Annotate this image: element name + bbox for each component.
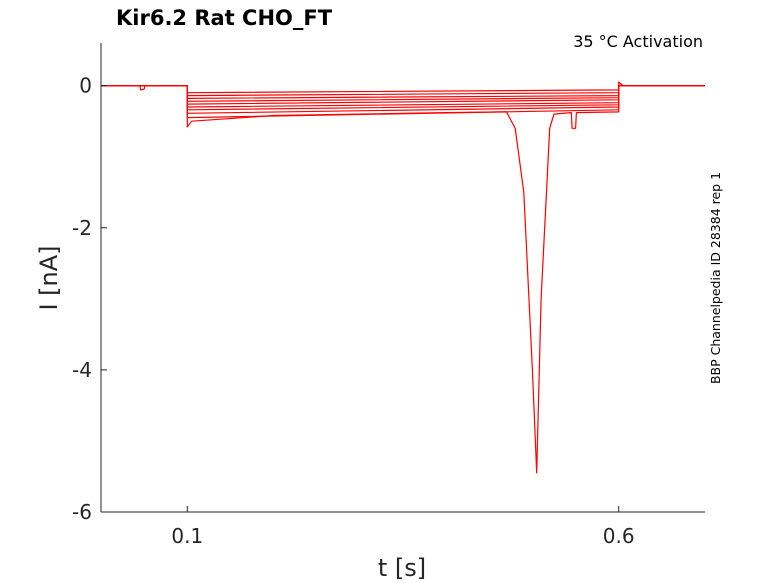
y-tick-label: -4 — [72, 358, 92, 382]
y-tick-label: -2 — [72, 216, 92, 240]
x-tick-label: 0.6 — [603, 524, 635, 548]
trace-3 — [101, 85, 705, 99]
y-tick-label: 0 — [79, 74, 92, 98]
trace-2 — [101, 85, 705, 97]
chart-annotation: 35 °C Activation — [573, 32, 703, 51]
x-axis-label: t [s] — [378, 554, 426, 582]
y-axis-label: I [nA] — [35, 245, 63, 310]
chart-title: Kir6.2 Rat CHO_FT — [116, 6, 333, 30]
traces-group — [101, 81, 705, 474]
trace-10 — [101, 81, 705, 474]
y-tick-label: -6 — [72, 500, 92, 524]
trace-1 — [101, 85, 705, 94]
x-ticks: 0.1 0.6 — [171, 506, 635, 548]
x-tick-label: 0.1 — [171, 524, 203, 548]
source-label: BBP Channelpedia ID 28384 rep 1 — [708, 172, 723, 384]
y-ticks: 0 -2 -4 -6 — [72, 74, 107, 524]
